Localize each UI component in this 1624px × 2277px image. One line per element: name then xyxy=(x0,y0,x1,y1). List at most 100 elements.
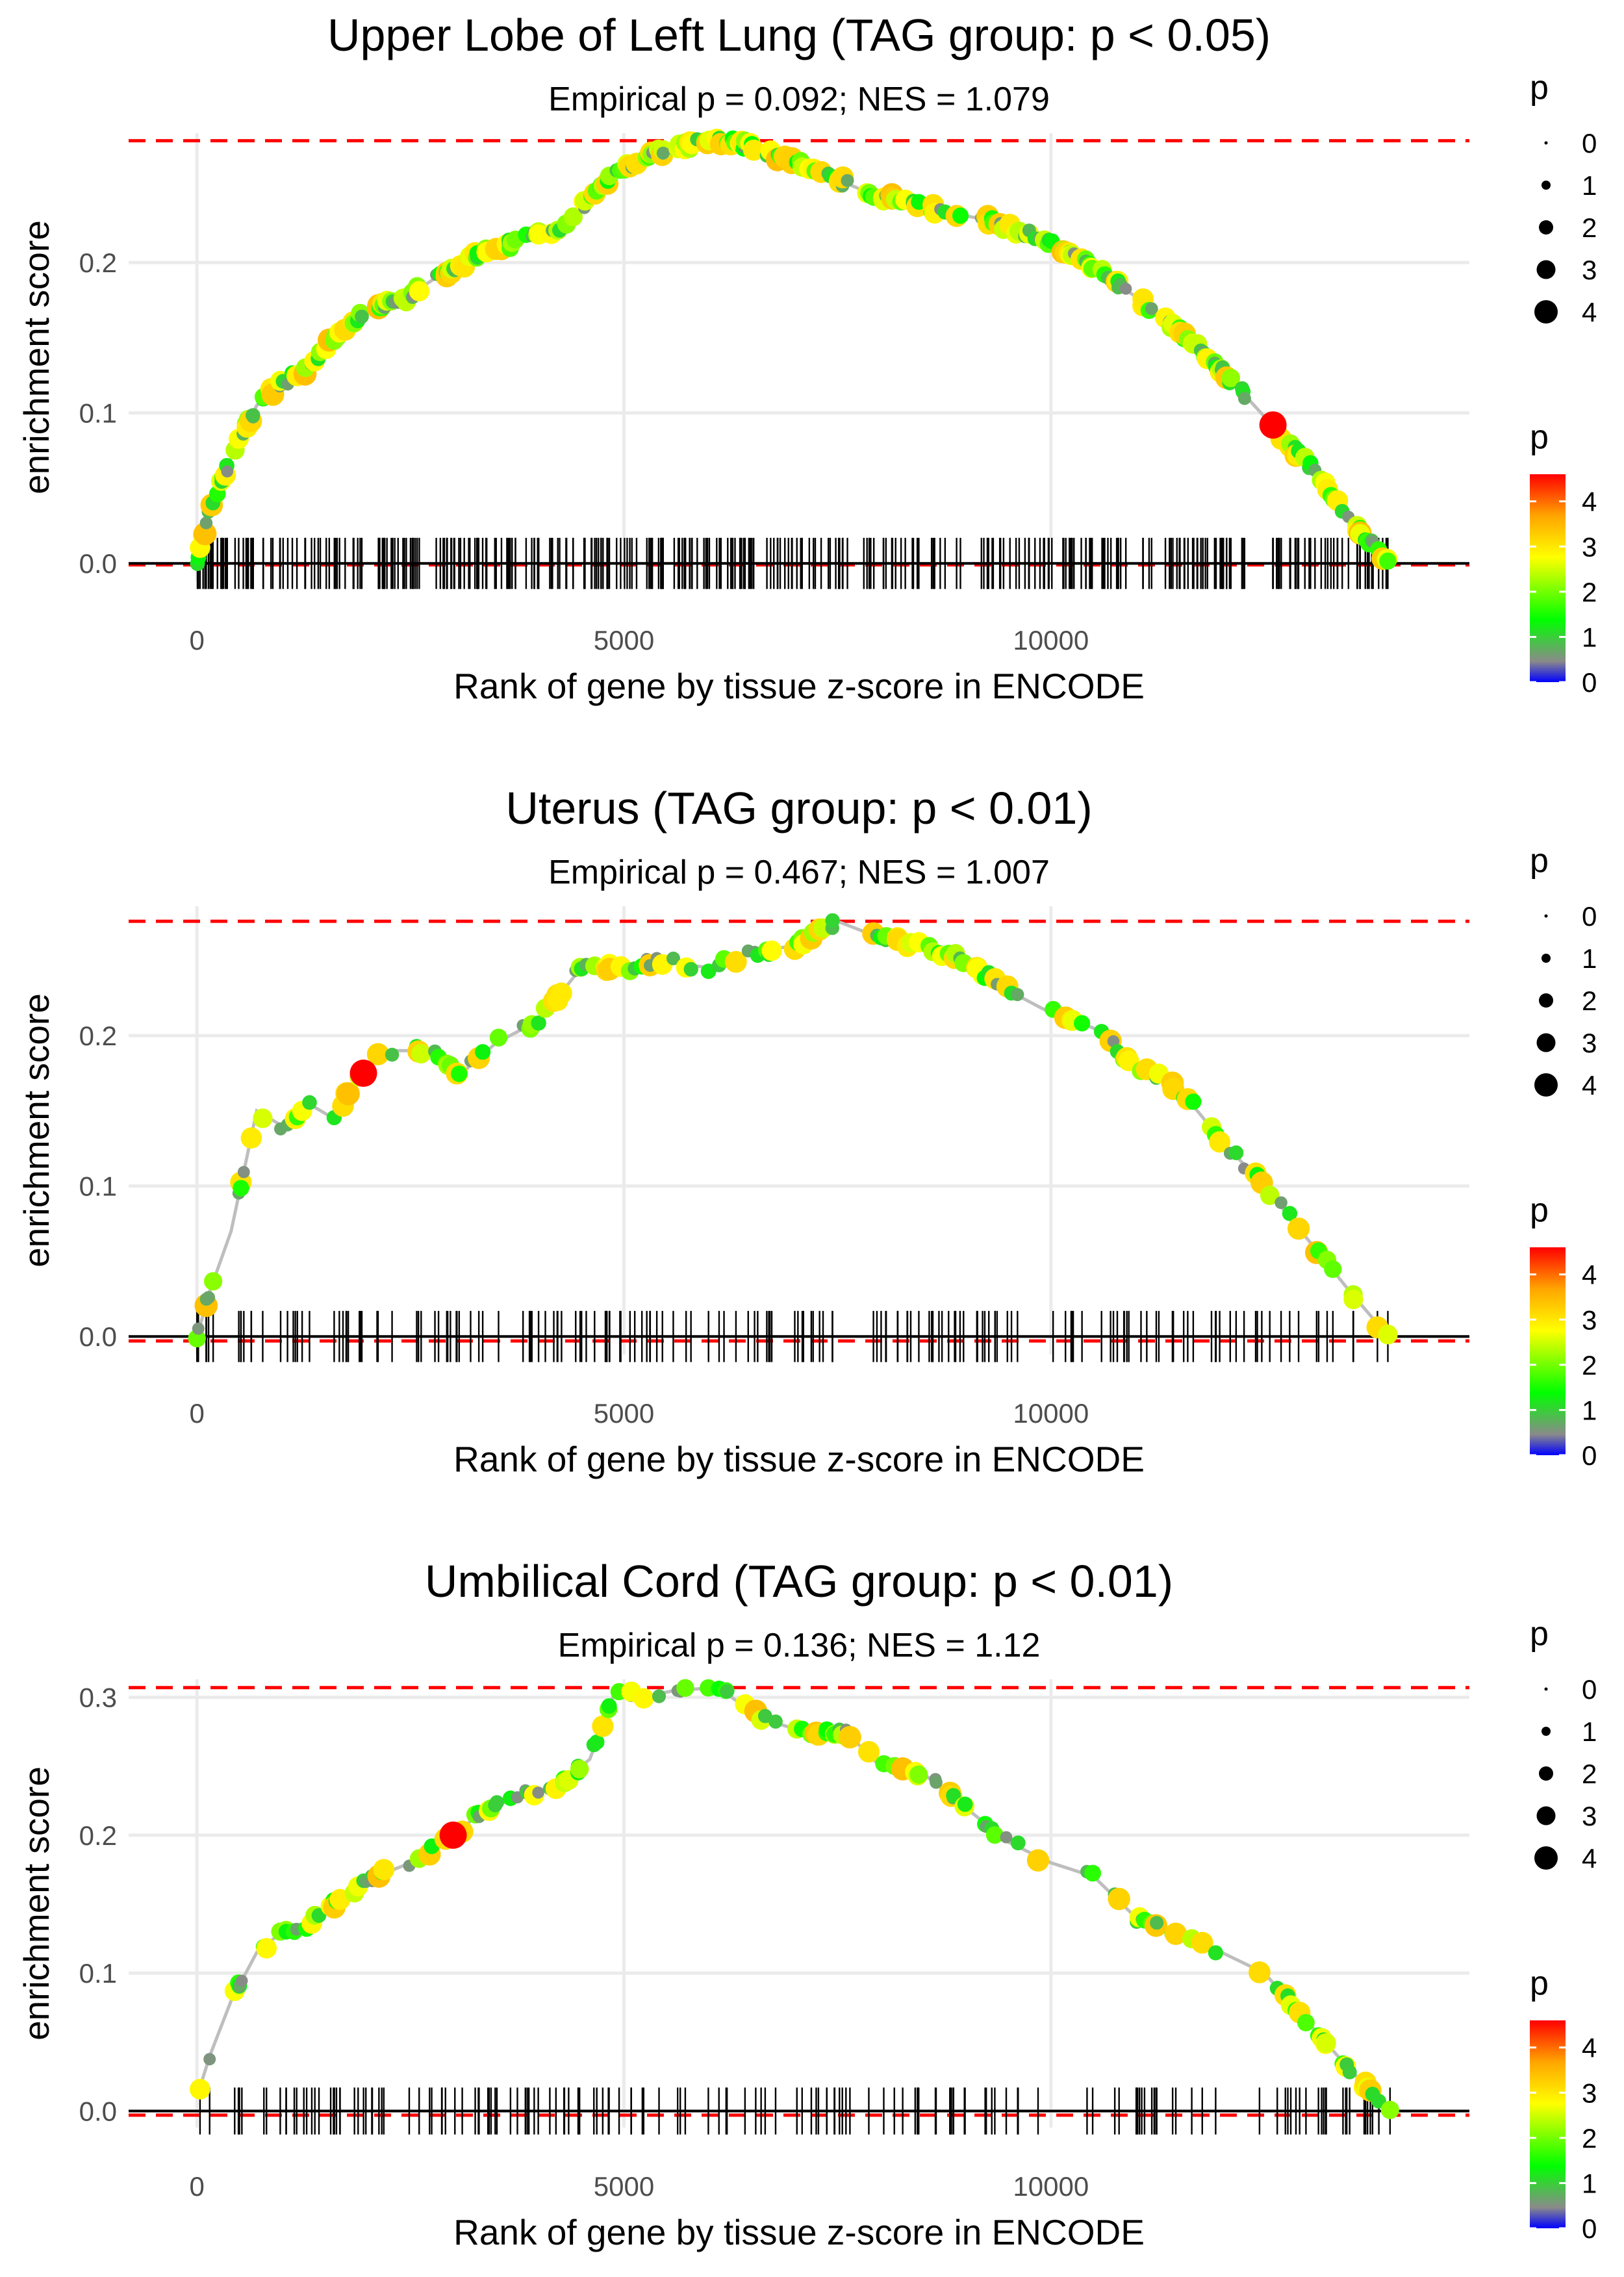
gene-point xyxy=(825,913,840,928)
size-legend-key xyxy=(1542,954,1551,963)
color-legend-label: 4 xyxy=(1582,487,1597,517)
y-tick-label: 0.2 xyxy=(79,248,117,278)
size-legend-label: 2 xyxy=(1582,986,1597,1016)
color-legend-label: 2 xyxy=(1582,577,1597,607)
y-tick-label: 0.0 xyxy=(79,1321,117,1352)
size-legend-key xyxy=(1544,141,1548,145)
gene-point xyxy=(1288,1217,1310,1240)
gene-point xyxy=(475,1044,491,1060)
color-legend-label: 2 xyxy=(1582,1350,1597,1380)
top-gene-point xyxy=(1259,411,1287,439)
top-gene-point xyxy=(349,1060,377,1088)
color-legend-label: 2 xyxy=(1582,2123,1597,2154)
y-tick-label: 0.3 xyxy=(79,1683,117,1713)
color-legend-label: 0 xyxy=(1582,667,1597,698)
gene-point xyxy=(1026,1849,1050,1872)
gene-point xyxy=(253,1108,273,1128)
size-legend-key xyxy=(1539,220,1553,235)
gene-point xyxy=(952,207,969,224)
color-legend-bar xyxy=(1530,474,1566,682)
gene-point xyxy=(946,1788,961,1803)
gene-point xyxy=(1074,1015,1091,1032)
gene-point xyxy=(570,1759,589,1779)
size-legend-label: 1 xyxy=(1582,170,1597,201)
y-tick-label: 0.1 xyxy=(79,1958,117,1989)
color-legend-label: 0 xyxy=(1582,1440,1597,1471)
gene-point xyxy=(1108,1887,1130,1911)
chart-panel-1: Upper Lobe of Left Lung (TAG group: p < … xyxy=(16,10,1597,706)
x-tick-label: 10000 xyxy=(1013,1398,1089,1429)
gene-point xyxy=(633,1688,654,1709)
color-legend-title: p xyxy=(1530,1965,1549,2002)
size-legend-key xyxy=(1542,181,1551,190)
gene-point xyxy=(1297,2014,1315,2031)
gene-point xyxy=(1011,987,1024,1001)
gene-point xyxy=(193,522,217,546)
gene-point xyxy=(385,1047,400,1062)
gene-point xyxy=(551,982,572,1004)
size-legend-title: p xyxy=(1530,1615,1549,1653)
gene-point xyxy=(676,1679,694,1697)
top-gene-point xyxy=(439,1821,467,1849)
size-legend-label: 4 xyxy=(1582,1843,1597,1874)
gene-point xyxy=(1120,283,1132,295)
x-tick-label: 5000 xyxy=(594,2171,654,2202)
chart-subtitle: Empirical p = 0.092; NES = 1.079 xyxy=(548,81,1050,118)
gene-point xyxy=(841,173,854,187)
size-legend-key xyxy=(1542,1727,1551,1736)
color-legend-label: 1 xyxy=(1582,1395,1597,1425)
gene-point xyxy=(1191,1931,1213,1954)
gene-point xyxy=(355,309,369,324)
color-legend-label: 4 xyxy=(1582,1260,1597,1290)
gene-point xyxy=(256,1938,277,1959)
gene-point xyxy=(233,1180,249,1197)
size-legend-key xyxy=(1544,914,1548,918)
size-legend-key xyxy=(1536,1806,1556,1825)
gene-point xyxy=(237,1165,250,1178)
gene-point xyxy=(199,516,213,529)
color-legend-bar xyxy=(1530,1247,1566,1455)
y-axis-label: enrichment score xyxy=(16,1766,57,2041)
size-legend-key xyxy=(1539,993,1553,1008)
gene-point xyxy=(532,1787,544,1799)
gene-point xyxy=(1010,1835,1026,1851)
size-legend-key xyxy=(1536,260,1556,279)
gene-point xyxy=(839,1725,861,1749)
gene-point xyxy=(592,1715,614,1737)
gene-point xyxy=(1150,1916,1164,1930)
gene-point xyxy=(489,1028,508,1047)
color-legend-label: 3 xyxy=(1582,1304,1597,1335)
gene-point xyxy=(1343,1290,1364,1310)
size-legend-label: 2 xyxy=(1582,1759,1597,1789)
gene-point xyxy=(1164,1922,1187,1945)
x-tick-label: 10000 xyxy=(1013,625,1089,655)
gene-point xyxy=(1275,1196,1288,1210)
gene-point xyxy=(1342,2065,1357,2080)
gene-point xyxy=(601,1698,617,1714)
gene-point xyxy=(451,1065,468,1082)
x-tick-label: 10000 xyxy=(1013,2171,1089,2202)
y-tick-label: 0.0 xyxy=(79,548,117,579)
gene-point xyxy=(1208,1945,1223,1961)
gene-point xyxy=(236,1974,248,1987)
gene-point xyxy=(683,961,698,977)
gene-point xyxy=(1249,1961,1271,1983)
size-legend-label: 3 xyxy=(1582,1801,1597,1831)
gene-point xyxy=(563,207,583,227)
color-legend-label: 4 xyxy=(1582,2033,1597,2063)
y-axis-label: enrichment score xyxy=(16,993,57,1267)
size-legend-key xyxy=(1534,1846,1558,1870)
color-legend-bar xyxy=(1530,2020,1566,2228)
gene-point xyxy=(1380,2100,1399,2119)
gene-point xyxy=(666,951,680,965)
x-tick-label: 5000 xyxy=(594,1398,654,1429)
gene-point xyxy=(761,940,782,961)
size-legend-label: 3 xyxy=(1582,1028,1597,1058)
gene-point xyxy=(203,2053,216,2066)
gene-point xyxy=(190,2079,210,2100)
gene-point xyxy=(1145,302,1158,316)
gene-point xyxy=(1324,1260,1342,1278)
gene-point xyxy=(652,1689,666,1703)
y-tick-label: 0.1 xyxy=(79,398,117,429)
